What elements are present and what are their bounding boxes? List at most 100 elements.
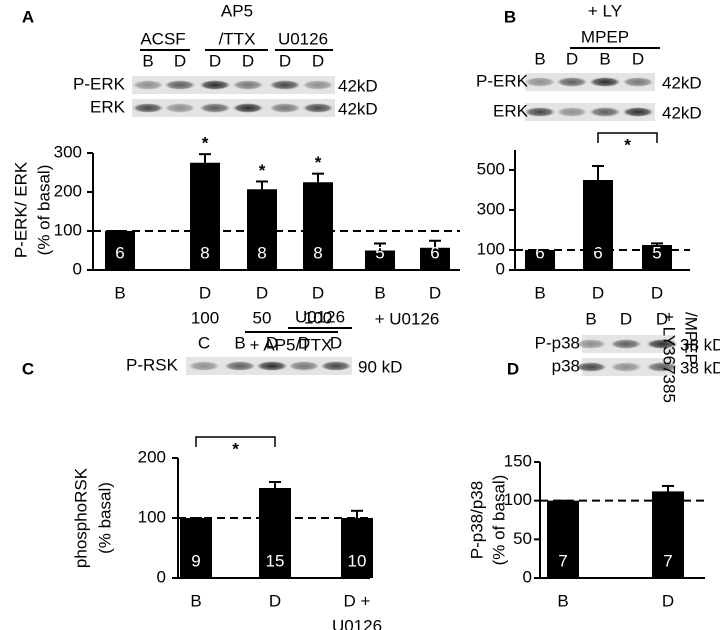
lane-label: D: [620, 309, 632, 328]
n-label: 15: [266, 551, 285, 570]
y-tick-label: 0: [496, 259, 505, 278]
lane-label: B: [234, 333, 245, 352]
x-tick-label: D: [269, 591, 281, 610]
n-label: 10: [348, 551, 367, 570]
lane-label: D: [566, 49, 578, 68]
n-label: 5: [652, 243, 661, 262]
y-axis-title: (% of basal): [489, 475, 508, 566]
blot-row-label: ERK: [90, 97, 126, 116]
blot-row-label: P-ERK: [73, 74, 126, 93]
blot-band: [199, 80, 231, 90]
y-tick-label: 100: [477, 239, 505, 258]
blot-band: [556, 107, 588, 117]
blot-header: U0126: [295, 307, 345, 326]
bar: [303, 182, 333, 270]
bar: [652, 491, 684, 578]
significance-star: *: [202, 134, 209, 153]
panel-label: A: [22, 7, 34, 26]
y-axis-title: phosphoRSK: [71, 467, 90, 568]
blot-header: + LY: [588, 1, 622, 20]
blot-header: /TTX: [219, 29, 256, 48]
blot-band: [646, 362, 678, 372]
blot-band: [589, 107, 621, 117]
blot-band: [269, 80, 301, 90]
blot-size: 42kD: [338, 99, 378, 118]
lane-label: D: [242, 51, 254, 70]
x-sublabel: 100: [304, 308, 332, 327]
lane-label: B: [599, 49, 610, 68]
n-label: 6: [535, 243, 544, 262]
x-note: + LY367385: [660, 312, 679, 403]
y-tick-label: 0: [157, 567, 166, 586]
blot-band: [132, 103, 164, 113]
x-tick-label: B: [114, 283, 125, 302]
x-tick-label: B: [534, 283, 545, 302]
significance-star: *: [315, 153, 322, 172]
panel-label: C: [22, 359, 34, 378]
lane-label: B: [585, 309, 596, 328]
blot-header: MPEP: [581, 27, 629, 46]
y-tick-label: 0: [523, 567, 532, 586]
bar: [547, 500, 579, 578]
lane-label: D: [279, 51, 291, 70]
blot-band: [610, 362, 642, 372]
blot-band: [575, 362, 607, 372]
n-label: 6: [430, 243, 439, 262]
y-axis-title: P-ERK/ ERK: [11, 161, 30, 258]
significance-bracket: [597, 132, 658, 143]
blot-row-label: P-ERK: [476, 71, 529, 90]
y-tick-label: 100: [54, 220, 82, 239]
blot-band: [224, 361, 256, 371]
blot-row-label: p38: [552, 356, 580, 375]
blot-header: U0126: [278, 29, 328, 48]
blot-band: [302, 80, 334, 90]
y-tick-label: 300: [477, 199, 505, 218]
blot-band: [288, 361, 320, 371]
blot-band: [199, 103, 231, 113]
y-axis-title: (% of basal): [34, 165, 53, 256]
blot-band: [302, 103, 334, 113]
blot-size: 42kD: [662, 73, 702, 92]
lane-label: D: [632, 49, 644, 68]
blot-size: 38 kD: [680, 358, 720, 377]
blot-band: [556, 77, 588, 87]
y-tick-label: 100: [138, 507, 166, 526]
blot-band: [646, 339, 678, 349]
blot-band: [132, 80, 164, 90]
lane-label: B: [142, 51, 153, 70]
y-tick-label: 50: [513, 529, 532, 548]
bar: [105, 231, 135, 270]
n-label: 7: [663, 551, 672, 570]
x-tick-label: B: [190, 591, 201, 610]
blot-size: 42kD: [338, 76, 378, 95]
y-axis-title: (% basal): [95, 482, 114, 554]
lane-label: D: [656, 309, 668, 328]
bar: [247, 189, 277, 270]
panel-label: B: [504, 7, 516, 26]
n-label: 5: [375, 243, 384, 262]
x-tick-label: B: [557, 591, 568, 610]
bar: [259, 488, 291, 578]
x-tick-label: B: [374, 283, 385, 302]
n-label: 6: [115, 243, 124, 262]
blot-band: [256, 361, 288, 371]
blot-size: 38 kD: [680, 335, 720, 354]
lane-label: D: [266, 333, 278, 352]
blot-band: [622, 77, 654, 87]
x-tick-label: D: [312, 283, 324, 302]
lane-label: D: [312, 51, 324, 70]
blot-band: [575, 339, 607, 349]
blot-band: [164, 103, 196, 113]
x-sublabel: 100: [191, 308, 219, 327]
y-tick-label: 0: [73, 259, 82, 278]
n-label: 6: [593, 243, 602, 262]
y-tick-label: 200: [138, 447, 166, 466]
panel-label: D: [507, 359, 519, 378]
x-note: /MPEP: [682, 312, 701, 365]
x-tick-label: D: [256, 283, 268, 302]
blot-band: [232, 80, 264, 90]
lane-label: D: [298, 333, 310, 352]
n-label: 8: [313, 243, 322, 262]
y-tick-label: 150: [504, 451, 532, 470]
